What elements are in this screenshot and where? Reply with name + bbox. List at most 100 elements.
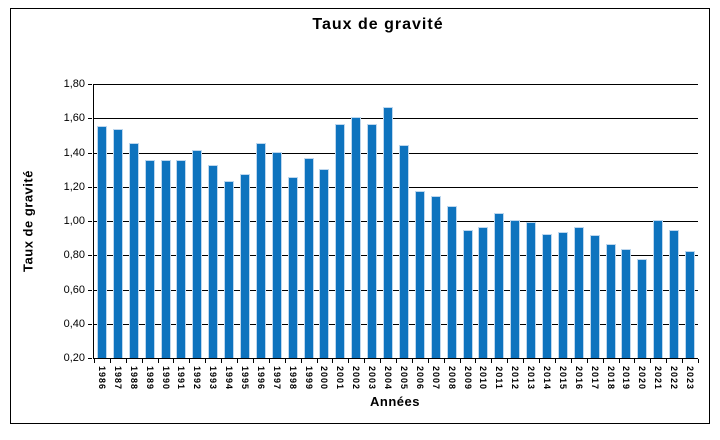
y-tick-mark — [88, 84, 92, 85]
x-tick-label-2011: 2011 — [494, 366, 505, 390]
x-boundary-tick — [189, 359, 190, 363]
y-tick-label: 0,20 — [63, 352, 85, 364]
bar-2007 — [430, 196, 441, 358]
x-tick-label-2017: 2017 — [589, 365, 600, 391]
x-boundary-tick — [650, 359, 651, 363]
gridline — [94, 221, 698, 222]
x-tick-label-2010: 2010 — [478, 365, 489, 391]
x-tick-label-2013: 2013 — [526, 365, 537, 391]
y-tick-label: 0,60 — [63, 284, 85, 296]
y-tick-label: 1,20 — [63, 181, 85, 193]
y-tick-label: 1,40 — [63, 147, 85, 159]
x-boundary-tick — [332, 359, 333, 363]
bar-1995 — [240, 174, 250, 358]
y-tick-label: 1,60 — [63, 112, 85, 124]
y-tick-mark — [88, 153, 92, 154]
x-tick-label-1988: 1988 — [128, 365, 139, 391]
bar-2020 — [637, 259, 648, 358]
chart-title: Taux de gravité — [312, 16, 444, 33]
x-tick-label-2012: 2012 — [510, 365, 521, 391]
y-tick-mark — [88, 290, 92, 291]
bar-2003 — [367, 124, 378, 358]
x-boundary-tick — [348, 359, 349, 363]
x-boundary-tick — [110, 359, 111, 363]
x-boundary-tick — [682, 359, 683, 363]
gridline — [94, 255, 698, 256]
x-boundary-tick — [491, 359, 492, 363]
bar-2013 — [526, 222, 537, 358]
bar-2011 — [494, 213, 505, 358]
x-tick-label-1999: 1999 — [303, 365, 314, 391]
gridline — [94, 118, 698, 119]
x-boundary-tick — [666, 359, 667, 363]
x-boundary-tick — [698, 359, 699, 363]
bar-1990 — [160, 160, 171, 358]
x-tick-label-1991: 1991 — [176, 365, 187, 391]
x-boundary-tick — [571, 359, 572, 363]
x-boundary-tick — [523, 359, 524, 363]
x-tick-label-2014: 2014 — [542, 365, 552, 391]
x-boundary-tick — [237, 359, 238, 363]
x-tick-label-2002: 2002 — [351, 365, 362, 391]
bar-2022 — [669, 230, 680, 358]
y-tick-label: 0,80 — [63, 249, 85, 261]
bar-1998 — [287, 177, 298, 358]
x-boundary-tick — [539, 359, 540, 363]
x-tick-label-2007: 2007 — [430, 365, 441, 391]
x-tick-label-1994: 1994 — [224, 365, 235, 391]
x-boundary-tick — [460, 359, 461, 363]
x-boundary-tick — [301, 359, 302, 363]
bar-1997 — [271, 152, 282, 358]
bar-2012 — [510, 220, 521, 358]
bar-2004 — [383, 107, 394, 358]
x-tick-label-2019: 2019 — [621, 365, 632, 391]
x-boundary-tick — [619, 359, 620, 363]
bar-1988 — [128, 143, 139, 358]
x-tick-label-2009: 2009 — [462, 365, 473, 391]
x-tick-label-2020: 2020 — [637, 365, 648, 391]
bar-2010 — [478, 227, 489, 358]
bar-2016 — [573, 227, 584, 358]
x-boundary-tick — [412, 359, 413, 363]
x-tick-label-2022: 2022 — [669, 365, 680, 391]
bar-2009 — [462, 230, 473, 358]
x-tick-label-2001: 2001 — [335, 365, 346, 391]
bar-1987 — [112, 129, 123, 358]
bar-2021 — [653, 220, 664, 358]
x-tick-label-1992: 1992 — [192, 365, 203, 391]
bar-2008 — [446, 206, 457, 358]
x-axis-title: Années — [370, 394, 420, 409]
x-boundary-tick — [126, 359, 127, 363]
x-boundary-tick — [142, 359, 143, 363]
bar-1994 — [224, 181, 235, 358]
bar-2000 — [319, 169, 330, 358]
bar-2002 — [351, 117, 362, 358]
x-tick-label-2016: 2016 — [573, 365, 584, 391]
x-tick-label-2018: 2018 — [605, 365, 616, 391]
bar-2019 — [621, 249, 632, 358]
bar-2005 — [398, 145, 409, 358]
plot-area — [93, 84, 699, 363]
bar-1999 — [303, 158, 314, 358]
y-tick-label: 0,40 — [63, 318, 85, 330]
bar-1996 — [255, 143, 266, 358]
bar-2015 — [557, 232, 568, 358]
y-axis-title: Taux de gravité — [20, 170, 36, 272]
bar-1989 — [144, 160, 155, 358]
x-tick-label-1989: 1989 — [144, 365, 155, 391]
x-boundary-tick — [285, 359, 286, 363]
gridline — [94, 84, 698, 85]
x-tick-label-1998: 1998 — [287, 365, 298, 391]
x-tick-label-1993: 1993 — [208, 365, 219, 391]
x-tick-label-2008: 2008 — [446, 365, 457, 391]
x-tick-label-1996: 1996 — [255, 365, 266, 391]
bar-1992 — [192, 150, 203, 358]
x-tick-label-1995: 1995 — [240, 365, 250, 391]
bar-1993 — [208, 165, 219, 358]
y-tick-mark — [88, 358, 92, 359]
x-tick-label-1987: 1987 — [112, 365, 123, 391]
y-tick-label: 1,80 — [63, 78, 85, 90]
x-tick-label-2023: 2023 — [685, 365, 696, 391]
bar-2014 — [542, 234, 552, 358]
y-tick-mark — [88, 187, 92, 188]
